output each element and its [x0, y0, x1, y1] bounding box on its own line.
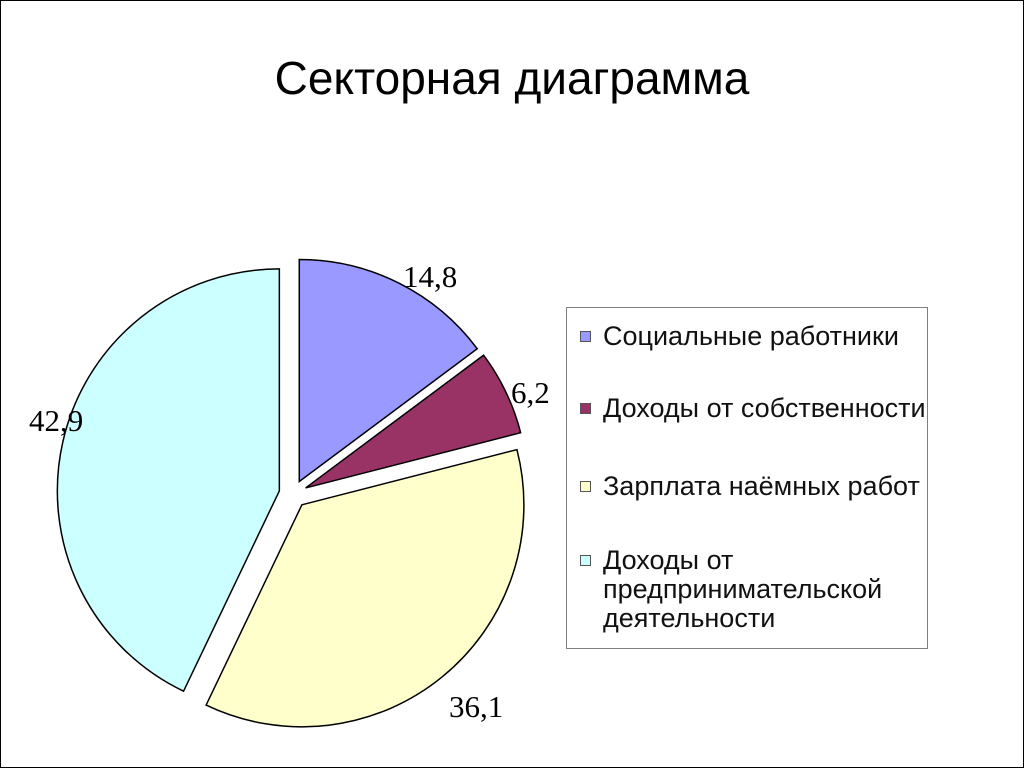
- data-label-social: 14,8: [403, 259, 458, 294]
- legend-swatch-wages: [580, 481, 591, 492]
- legend-item-property: Доходы от собственности: [580, 394, 926, 423]
- legend-label-property: Доходы от собственности: [603, 393, 926, 423]
- legend-item-wages: Зарплата наёмных работников: [580, 472, 920, 501]
- legend-label-business: Доходы от предпринимательской деятельнос…: [603, 545, 883, 633]
- pie-slice-property: [305, 354, 522, 489]
- slide-title: Секторная диаграмма: [274, 52, 750, 104]
- legend-item-business: Доходы от предпринимательской деятельнос…: [580, 546, 882, 633]
- data-label-wages: 36,1: [449, 689, 504, 724]
- data-label-property: 6,2: [511, 375, 550, 410]
- pie-slice-wages: [205, 448, 525, 728]
- data-label-business: 42,9: [29, 403, 84, 438]
- pie-slice-social: [298, 258, 479, 483]
- legend-swatch-social: [580, 331, 591, 342]
- legend-swatch-property: [580, 403, 591, 414]
- chart-legend: Социальные работники Доходы от собственн…: [566, 307, 928, 649]
- legend-item-social: Социальные работники: [580, 322, 899, 351]
- pie-slice-business: [56, 268, 281, 693]
- legend-label-wages: Зарплата наёмных работников: [603, 472, 920, 501]
- legend-label-social: Социальные работники: [603, 321, 899, 351]
- legend-swatch-business: [580, 555, 591, 566]
